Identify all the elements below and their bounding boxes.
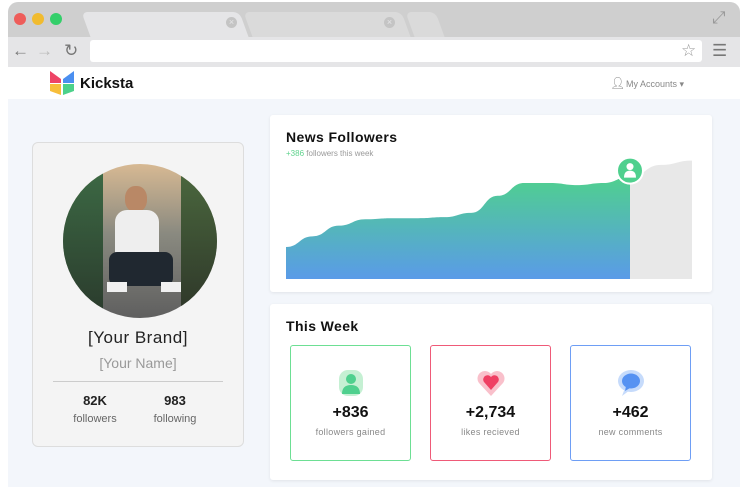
likes-received-label: likes recieved xyxy=(461,427,520,437)
followers-area xyxy=(286,176,630,279)
followers-delta-label: followers this week xyxy=(306,149,374,158)
likes-received-card: +2,734 likes recieved xyxy=(430,345,551,461)
chart-title: News Followers xyxy=(286,129,398,145)
brand-name: Kicksta xyxy=(80,75,134,92)
new-comments-label: new comments xyxy=(598,427,663,437)
heart-icon xyxy=(477,371,505,396)
current-user-marker-icon[interactable] xyxy=(616,156,644,185)
tab-close-icon[interactable]: × xyxy=(384,17,395,28)
new-comments-value: +462 xyxy=(612,404,649,421)
divider xyxy=(53,381,223,382)
address-bar[interactable] xyxy=(90,40,702,62)
minimize-window-button[interactable] xyxy=(32,13,44,25)
followers-area-chart xyxy=(286,156,692,279)
browser-toolbar: ← → ↻ ☆ ☰ xyxy=(8,37,740,67)
likes-received-value: +2,734 xyxy=(465,404,516,421)
new-tab-button[interactable] xyxy=(405,12,445,37)
chart-subtitle: +386 followers this week xyxy=(286,149,373,158)
my-accounts-dropdown[interactable]: My Accounts ▾ xyxy=(626,79,685,89)
profile-name: [Your Name] xyxy=(99,355,177,371)
avatar xyxy=(63,164,217,318)
profile-brand: [Your Brand] xyxy=(88,328,188,347)
user-icon: 👤︎ xyxy=(610,76,626,90)
following-count: 983 xyxy=(164,393,186,408)
followers-gained-label: followers gained xyxy=(315,427,386,437)
news-followers-card: News Followers +386 followers this week xyxy=(270,115,712,292)
new-comments-card: +462 new comments xyxy=(570,345,691,461)
back-icon[interactable]: ← xyxy=(12,41,29,60)
maximize-window-button[interactable] xyxy=(50,13,62,25)
forward-icon[interactable]: → xyxy=(36,41,53,60)
follower-icon xyxy=(339,370,363,396)
followers-count: 82K xyxy=(83,393,107,408)
followers-label: followers xyxy=(73,413,117,425)
followers-delta: +386 xyxy=(286,149,305,158)
followers-stat: 82K followers xyxy=(55,393,135,425)
fullscreen-icon[interactable]: ⤢ xyxy=(712,8,726,27)
comment-icon xyxy=(618,370,644,396)
profile-card: [Your Brand] [Your Name] 82K followers 9… xyxy=(32,142,244,447)
reload-icon[interactable]: ↻ xyxy=(64,41,79,60)
tab-close-icon[interactable]: × xyxy=(226,17,237,28)
browser-titlebar: × × ⤢ xyxy=(8,2,740,37)
following-label: following xyxy=(153,413,197,425)
bookmark-star-icon[interactable]: ☆ xyxy=(681,41,697,60)
followers-gained-value: +836 xyxy=(332,404,369,421)
kicksta-logo-icon xyxy=(50,71,74,95)
this-week-title: This Week xyxy=(286,318,359,334)
close-window-button[interactable] xyxy=(14,13,26,25)
site-header: Kicksta 👤︎ My Accounts ▾ xyxy=(8,67,740,99)
projected-area xyxy=(630,160,692,279)
browser-tab-active[interactable] xyxy=(81,12,249,37)
menu-icon[interactable]: ☰ xyxy=(712,41,728,60)
following-stat: 983 following xyxy=(135,393,215,425)
followers-gained-card: +836 followers gained xyxy=(290,345,411,461)
browser-window: × × ⤢ ← → ↻ ☆ ☰ Kicksta 👤︎ My Accounts ▾ xyxy=(8,2,740,487)
